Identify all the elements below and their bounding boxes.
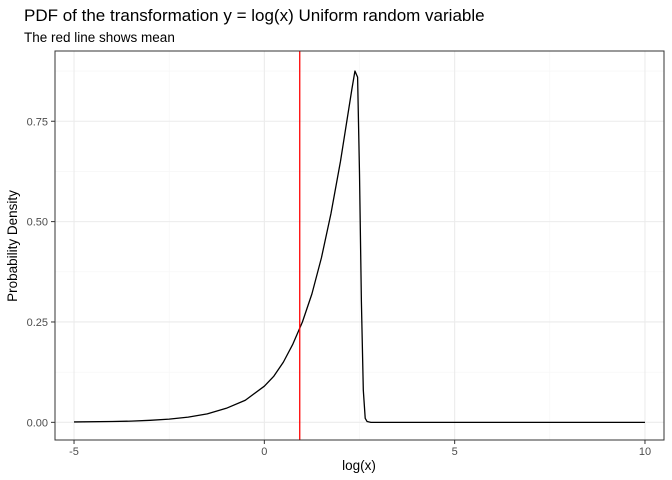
x-axis-title: log(x) — [342, 458, 376, 473]
panel-border — [54, 50, 665, 441]
chart-subtitle: The red line shows mean — [24, 30, 175, 45]
y-tick-label: 0.75 — [27, 116, 48, 128]
y-tick-label: 0.50 — [27, 217, 48, 229]
grid-layer — [55, 51, 664, 440]
y-axis-title: Probability Density — [5, 190, 20, 302]
x-tick-label: 10 — [639, 446, 651, 458]
x-tick-label: -5 — [69, 446, 79, 458]
x-tick-label: 0 — [261, 446, 267, 458]
tick-layer: -5 0 5 10 0.00 0.25 0.50 0.75 — [27, 116, 652, 458]
x-tick-label: 5 — [452, 446, 458, 458]
y-tick-label: 0.00 — [27, 417, 48, 429]
density-curve — [74, 70, 645, 423]
series-layer — [74, 70, 645, 423]
chart-title: PDF of the transformation y = log(x) Uni… — [24, 6, 485, 25]
y-tick-label: 0.25 — [27, 317, 48, 329]
